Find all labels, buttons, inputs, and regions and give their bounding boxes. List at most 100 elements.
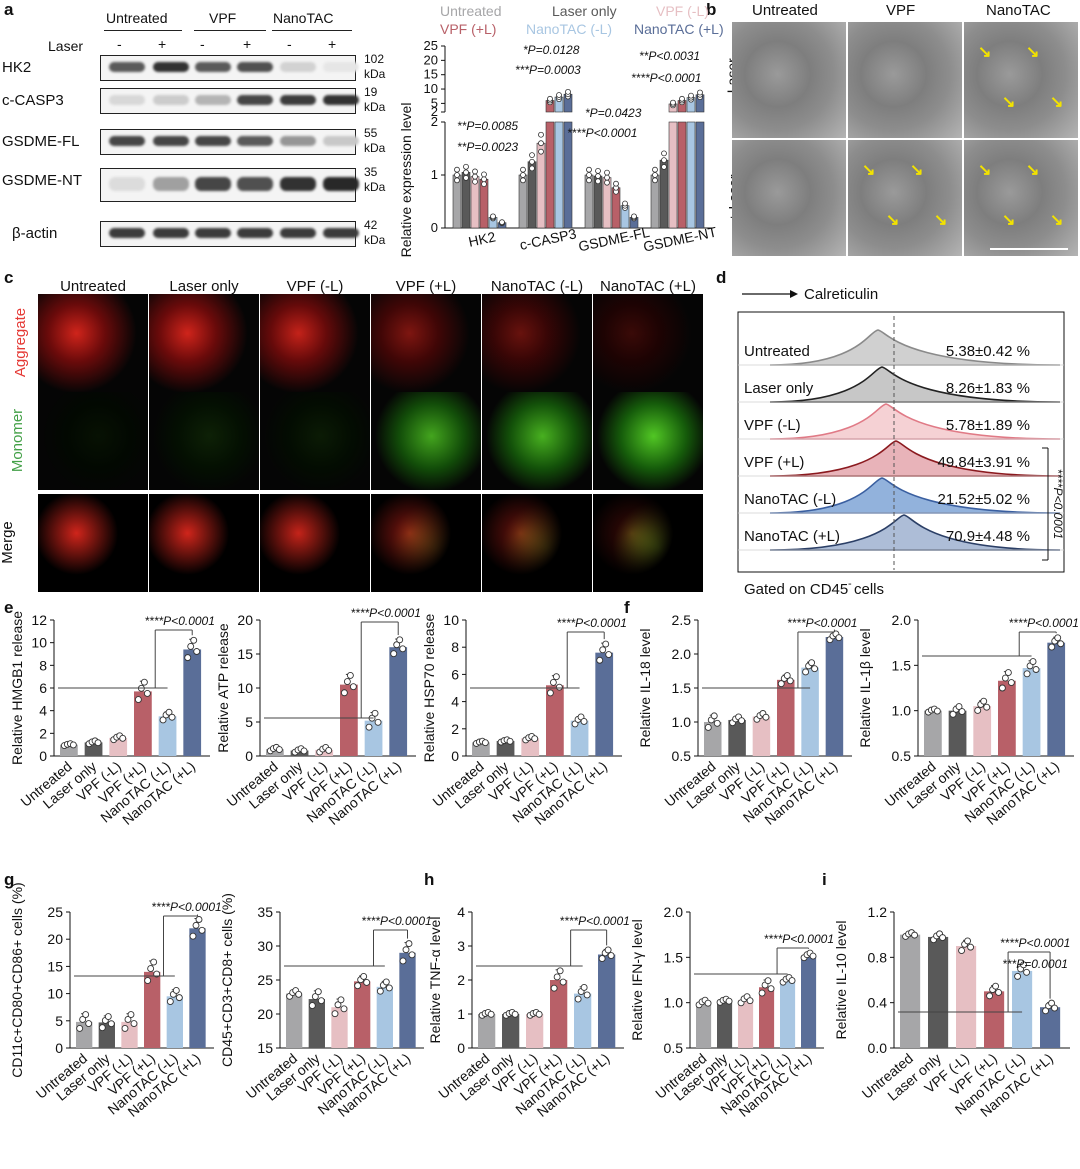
data-point [762,713,770,721]
blot-band [323,228,359,238]
confocal-image [482,494,592,592]
y-tick-label: 25 [257,972,273,988]
data-point [580,718,588,725]
data-point [317,997,325,1005]
bar [376,986,393,1048]
bar [728,719,746,756]
data-point [104,1013,112,1021]
c-col-label: NanoTAC (-L) [490,278,584,295]
panel-c-confocal: Untreated Laser only VPF (-L) VPF (+L) NanoT… [0,270,712,600]
data-point [586,172,592,178]
data-point [958,708,966,716]
data-point [552,673,560,681]
data-point [405,940,413,948]
c-col-label: VPF (+L) [395,278,457,295]
data-point [454,166,460,173]
y-tick-label: 20 [424,52,438,67]
footer-label: cells [854,581,884,598]
blot-row-label: GSDME-NT [2,172,82,189]
blot-band [280,177,316,191]
data-point [300,747,308,755]
y-tick-label: 35 [257,904,273,920]
data-point [472,178,478,185]
data-point [538,131,544,138]
data-point [1042,1007,1050,1015]
data-point [1029,658,1037,665]
bar [825,637,844,756]
bar [189,928,206,1048]
y-axis-title: Relative IFN-γ level [629,919,645,1040]
stat-label: ***P=0.0003 [515,63,581,77]
arrow-icon: ↘ [1002,212,1016,229]
confocal-image [593,392,703,490]
c-col-label: Laser only [169,278,239,295]
data-point [295,990,303,998]
confocal-image [482,392,592,490]
data-point [550,984,558,992]
bar [696,1002,712,1048]
data-point [511,1010,519,1018]
y-tick-label: 20 [47,931,63,947]
blot-band [195,177,231,191]
bar [598,954,616,1048]
y-tick-label: 2.0 [664,904,684,920]
laser-sign: - [287,36,292,52]
data-point [130,1020,138,1027]
laser-sign: - [117,36,122,52]
stat-label: ****P<0.0001 [557,616,627,630]
c-row-label: Monomer [9,408,27,473]
confocal-image [260,494,370,592]
blot-band [109,62,145,72]
data-point [529,152,535,159]
confocal-image [260,294,370,392]
data-point [546,689,554,697]
y-tick-label: 6 [451,666,459,682]
data-point [481,739,489,747]
legend-entry: VPF (-L) [656,3,709,19]
data-point [94,739,102,747]
data-point [1057,640,1065,648]
y-tick-label: 0 [451,748,459,764]
c-col-label: VPF (-L) [286,278,344,295]
arrow-icon: ↘ [886,212,900,229]
data-point [670,99,676,106]
data-point [605,651,613,658]
data-point [193,648,201,655]
data-point [85,1020,93,1027]
stat-label: *P=0.0128 [523,43,580,57]
data-point [710,712,718,720]
blot-row-label: GSDME-FL [2,133,80,150]
bar [956,946,977,1048]
histogram-value: 5.38±0.42 % [946,343,1030,360]
bar [984,991,1005,1048]
data-point [713,719,721,727]
c-row-label: Aggregate [12,307,30,378]
y-axis-title: Relative IL-1β level [857,628,873,747]
data-point [811,665,819,673]
data-point [454,172,460,178]
data-point [98,1024,106,1032]
bar [354,981,371,1048]
micrograph: ↘ ↘ ↘ ↘ [964,22,1078,138]
data-point [346,671,354,679]
data-point [454,177,460,184]
histogram-label: Untreated [744,343,810,360]
confocal-image [38,294,148,392]
data-point [382,978,390,986]
data-point [596,656,604,664]
confocal-image [149,494,259,592]
bar [546,685,564,756]
data-point [69,741,77,749]
c-col-label: Untreated [60,278,126,295]
data-point [595,178,601,185]
data-point [402,946,410,954]
blot-band [153,177,189,191]
y-tick-label: 5 [431,95,438,110]
data-point [595,173,601,179]
data-point [661,164,667,170]
data-point [688,92,694,99]
confocal-image [593,294,703,392]
bar [695,121,705,229]
data-point [190,636,198,644]
